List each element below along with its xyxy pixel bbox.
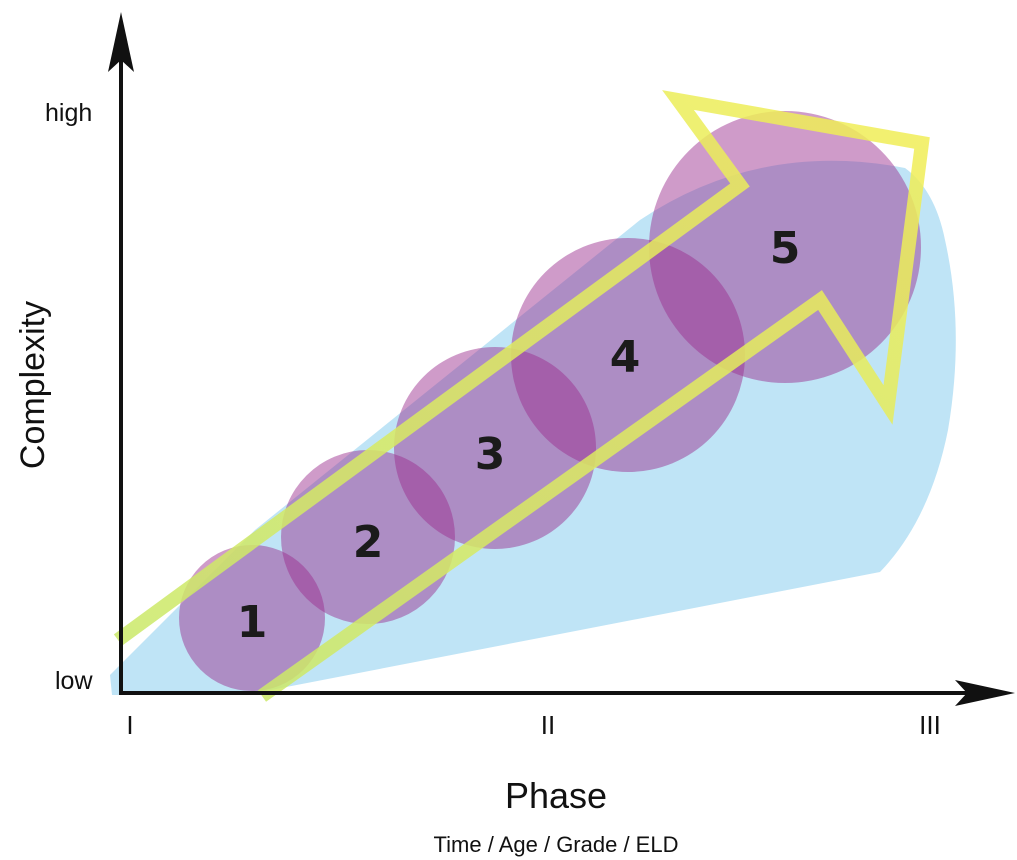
growth-cone: [110, 160, 956, 696]
stage-label-3: 3: [475, 429, 506, 480]
x-axis-arrowhead: [955, 680, 1015, 706]
x-axis-subtitle: Time / Age / Grade / ELD: [434, 832, 679, 857]
stage-circle-5: [649, 111, 921, 383]
stage-circle-1: [179, 545, 325, 691]
stage-circle-4: [511, 238, 745, 472]
y-axis-arrowhead: [108, 12, 134, 72]
y-axis-high-label: high: [45, 99, 92, 127]
y-axis-title: Complexity: [14, 301, 52, 469]
x-axis-tick-2: II: [541, 710, 555, 740]
x-axis-tick-3: III: [919, 710, 941, 740]
axes: [108, 12, 1015, 706]
x-axis-tick-1: I: [126, 710, 133, 740]
stage-label-1: 1: [237, 597, 268, 648]
x-axis-title: Phase: [505, 775, 607, 816]
stage-label-2: 2: [353, 517, 384, 568]
y-axis-low-label: low: [55, 667, 93, 695]
progression-arrow: [113, 90, 930, 702]
stage-label-5: 5: [770, 223, 801, 274]
stage-label-4: 4: [610, 332, 641, 383]
